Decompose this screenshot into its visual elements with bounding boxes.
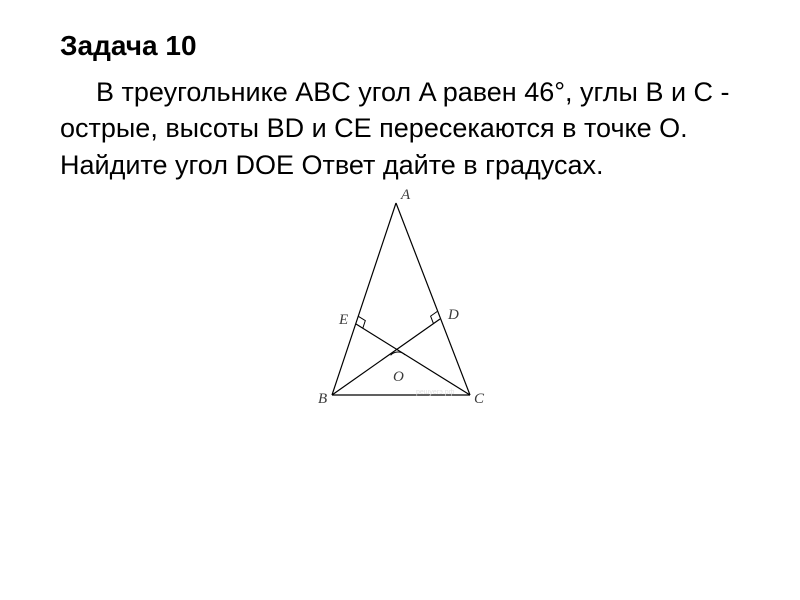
svg-text:D: D bbox=[447, 307, 459, 323]
svg-text:E: E bbox=[338, 312, 348, 328]
svg-text:B: B bbox=[318, 391, 327, 407]
svg-text:C: C bbox=[474, 391, 485, 407]
problem-text: В треугольнике ABC угол A равен 46°, угл… bbox=[60, 74, 750, 183]
svg-text:O: O bbox=[393, 369, 404, 385]
geometry-diagram: решуегэ.рфABCEDO bbox=[50, 197, 750, 413]
problem-title: Задача 10 bbox=[60, 30, 750, 62]
svg-text:A: A bbox=[400, 187, 411, 203]
triangle-svg: решуегэ.рфABCEDO bbox=[280, 197, 520, 413]
svg-text:решуегэ.рф: решуегэ.рф bbox=[416, 389, 455, 396]
